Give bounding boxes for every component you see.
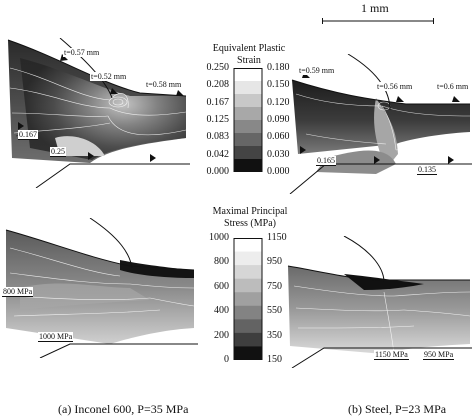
colorbar-tick-label: 800 <box>214 256 229 268</box>
colorbar-tick-label: 0.042 <box>206 148 230 160</box>
callout-b-1150mpa: 1150 MPa <box>374 350 409 360</box>
colorbar-swatch <box>234 120 262 134</box>
colorbar-swatch <box>234 81 262 95</box>
colorbar-swatch <box>234 251 262 266</box>
scale-bar <box>322 18 434 24</box>
colorbar-tick-label: 550 <box>267 305 282 317</box>
colorbar-frame <box>233 68 263 172</box>
callout-b-0165: 0.165 <box>316 156 336 166</box>
callout-a-1000mpa: 1000 MPa <box>38 332 74 342</box>
colorbar-tick-label: 0.083 <box>206 131 230 143</box>
colorbar-swatch <box>234 68 262 82</box>
colorbar-swatch <box>234 278 262 293</box>
colorbar-swatch <box>234 346 262 360</box>
colorbar-tick-label: 0.167 <box>206 96 230 108</box>
strain-colorbar-title: Equivalent Plastic Strain <box>212 43 286 66</box>
colorbar-tick-label: 0.150 <box>267 79 290 91</box>
colorbar-swatch <box>234 305 262 320</box>
scale-label: 1 mm <box>361 1 389 15</box>
colorbar-tick-label: 400 <box>214 305 229 317</box>
colorbar-swatch <box>234 292 262 307</box>
colorbar-swatch <box>234 265 262 280</box>
colorbar-tick-label: 0.125 <box>206 114 230 125</box>
stress-colorbar-title: Maximal Principal Stress (MPa) <box>212 206 288 229</box>
caption-b: (b) Steel, P=23 MPa <box>348 402 447 416</box>
colorbar-tick-label: 200 <box>214 329 229 341</box>
panel-b-stress-contour <box>287 236 472 368</box>
colorbar-tick-label: 1150 <box>267 232 287 243</box>
panel-a-stress-contour <box>5 218 198 358</box>
panel-a-strain-contour <box>7 38 190 188</box>
colorbar-tick-label: 0.000 <box>206 166 230 177</box>
stress-colorbar <box>233 238 263 360</box>
callout-b-t059: t=0.59 mm <box>298 66 336 75</box>
colorbar-tick-label: 150 <box>267 354 282 365</box>
panel-b-strain-contour <box>289 54 472 194</box>
colorbar-swatch <box>234 159 262 172</box>
colorbar-tick-label: 950 <box>267 256 282 268</box>
callout-a-800mpa: 800 MPa <box>2 287 34 297</box>
colorbar-tick-label: 750 <box>267 280 282 292</box>
colorbar-tick-label: 0.000 <box>267 166 290 177</box>
colorbar-swatch <box>234 94 262 108</box>
colorbar-swatch <box>234 319 262 334</box>
colorbar-tick-label: 600 <box>214 280 229 292</box>
colorbar-tick-label: 0.180 <box>267 62 290 73</box>
colorbar-tick-label: 0.060 <box>267 131 290 143</box>
colorbar-tick-label: 1000 <box>209 232 229 243</box>
colorbar-tick-label: 0.090 <box>267 114 290 125</box>
colorbar-tick-label: 350 <box>267 329 282 341</box>
callout-b-t06: t=0.6 mm <box>436 82 470 91</box>
colorbar-swatch <box>234 332 262 347</box>
callout-b-0135: 0.135 <box>417 165 437 175</box>
colorbar-tick-label: 0.208 <box>206 79 230 91</box>
callout-a-0167: 0.167 <box>18 130 38 140</box>
colorbar-swatch <box>234 146 262 160</box>
colorbar-swatch <box>234 238 262 253</box>
callout-a-t052: t=0.52 mm <box>90 72 128 81</box>
colorbar-tick-label: 0 <box>224 354 229 365</box>
colorbar-tick-label: 0.250 <box>206 62 230 73</box>
callout-b-t056: t=0.56 mm <box>376 82 414 91</box>
colorbar-swatch <box>234 133 262 147</box>
strain-colorbar <box>233 68 263 172</box>
callout-b-950mpa: 950 MPa <box>423 350 455 360</box>
callout-a-t057: t=0.57 mm <box>63 48 101 57</box>
callout-a-t058: t=0.58 mm <box>145 80 183 89</box>
colorbar-tick-label: 0.120 <box>267 96 290 108</box>
colorbar-swatch <box>234 107 262 121</box>
colorbar-frame <box>233 238 263 360</box>
caption-a: (a) Inconel 600, P=35 MPa <box>58 402 189 416</box>
colorbar-tick-label: 0.030 <box>267 148 290 160</box>
callout-a-025: 0.25 <box>50 147 66 157</box>
